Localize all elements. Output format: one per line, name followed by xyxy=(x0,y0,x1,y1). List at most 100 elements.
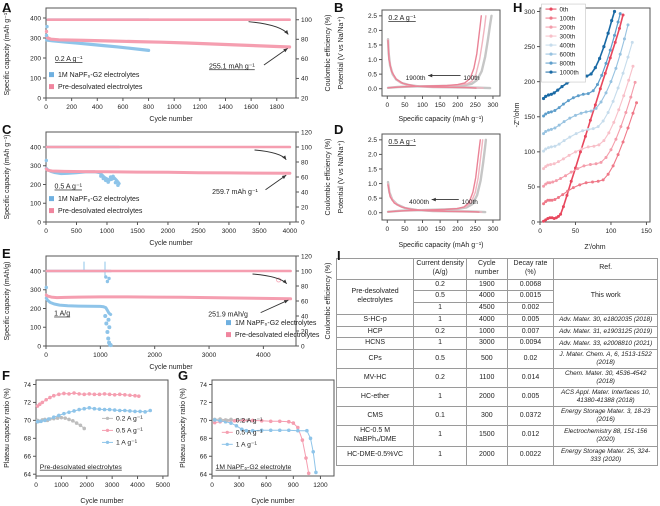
annotation-text: 1M NaPF₆-G2 electrolyte xyxy=(216,464,292,471)
x-tick-label: 100 xyxy=(417,102,428,109)
series-marker-NaPF6-G2-CE-dips xyxy=(107,276,111,281)
x-tick-label: 150 xyxy=(435,102,446,109)
series-marker-0.5Ag xyxy=(92,392,97,397)
legend-marker xyxy=(105,428,110,432)
comparison-table: Current density (A/g) Cycle number Decay r… xyxy=(335,258,658,466)
series-marker-0th xyxy=(578,150,582,154)
table-cell: Energy Storage Mater. 3, 18-23 (2016) xyxy=(553,406,658,426)
x-tick-label: 0 xyxy=(210,482,214,489)
series-marker-1000th xyxy=(556,88,560,92)
series-marker-1000th xyxy=(541,96,546,101)
series-marker-0.2Ag xyxy=(82,426,87,431)
series-marker-0th xyxy=(603,71,607,75)
y-tick-label: 400 xyxy=(30,144,41,151)
plot-frame xyxy=(381,133,501,221)
y-tick-label: 2.0 xyxy=(368,152,377,159)
annotation-text: 1 A/g xyxy=(54,311,70,318)
series-marker-1000th xyxy=(598,56,602,61)
x-axis-label: Cycle number xyxy=(251,498,295,505)
table-row: MV-HC 0.2 1100 0.014 Chem. Mater. 30, 4536-4… xyxy=(335,368,658,388)
panel-label-g: G xyxy=(178,368,189,383)
series-marker-0.5Ag xyxy=(107,392,112,397)
series-marker-100th xyxy=(631,111,635,115)
annotation-text: 251.9 mAh/g xyxy=(208,311,248,318)
y2-tick-label: 60 xyxy=(301,174,309,181)
legend-marker xyxy=(549,16,553,20)
y-tick-label: 250 xyxy=(524,44,535,51)
y2-tick-label: 20 xyxy=(301,328,309,335)
series-pre-desolvated-capacity xyxy=(44,167,292,175)
table-cell: Adv. Mater. 30, e1802035 (2018) xyxy=(553,313,658,327)
series-marker-100th xyxy=(561,193,565,197)
series-marker-400th xyxy=(630,40,634,44)
table-cell: 300 xyxy=(466,406,508,426)
y-axis-label: Specific capacity (mAh/g) xyxy=(4,262,11,341)
legend-marker xyxy=(49,196,54,202)
series-marker-800th xyxy=(616,20,620,24)
series-marker-800th xyxy=(595,82,599,86)
legend-label: 100th xyxy=(560,15,576,22)
series-marker-400th xyxy=(549,145,553,149)
y-tick-label: 1.0 xyxy=(368,57,377,64)
series-marker-0th xyxy=(542,219,546,223)
x-tick-label: 3000 xyxy=(105,482,120,489)
annotation-text: 1900th xyxy=(406,75,426,82)
legend-box xyxy=(541,3,586,83)
panel-a-cycling-0p2: 0 200 400 600 800 1000 1200 1400 1600 1800 Cycle n… xyxy=(0,0,334,129)
table-cell: 1900 xyxy=(466,278,508,292)
series-marker-100th xyxy=(553,198,557,202)
series-marker-600th xyxy=(557,123,561,127)
x-tick-label: 150 xyxy=(641,228,652,235)
legend-marker xyxy=(226,332,231,338)
series-marker-1000th xyxy=(546,93,551,97)
series-marker-200th xyxy=(544,182,548,186)
series-marker-NaPF6-G2-CE-dips xyxy=(104,275,108,279)
series-marker-300th xyxy=(627,78,631,82)
annotation-text: Pre-desolvated electrolytes xyxy=(40,464,123,471)
legend-marker xyxy=(549,70,553,74)
series-marker-800th xyxy=(553,108,557,112)
legend-label: 0.5 A g⁻¹ xyxy=(116,428,143,435)
x-axis-label: Specific capacity (mAh g⁻¹) xyxy=(399,242,484,249)
series-marker-NaPF6-G2-noise xyxy=(101,176,106,181)
annotation-text: 100th xyxy=(462,199,479,206)
series-marker-0th xyxy=(554,216,558,220)
x-tick-label: 800 xyxy=(143,104,154,111)
series-marker-600th xyxy=(626,23,630,27)
y-axis-label: Specific capacity (mAh g⁻¹) xyxy=(4,135,11,220)
series-marker-0th xyxy=(544,218,548,222)
table-cell: Energy Storage Mater. 25, 324-333 (2020) xyxy=(553,445,658,466)
y-tick-label: 400 xyxy=(30,268,41,275)
x-tick-label: 4000 xyxy=(283,228,298,235)
series-marker-800th xyxy=(608,48,612,52)
series-marker-0.5Ag xyxy=(123,393,127,397)
series-marker-200th xyxy=(569,170,573,174)
series-marker-200th xyxy=(564,174,568,178)
y2-tick-label: 100 xyxy=(301,268,312,275)
series-marker-200th xyxy=(582,164,586,168)
y2-tick-label: 60 xyxy=(301,298,309,305)
y-tick-label: 400 xyxy=(30,15,41,22)
series-marker-0.2Ag xyxy=(67,417,71,422)
annotation-curved-arrow xyxy=(248,21,289,35)
panel-label-i: I xyxy=(337,248,341,263)
series-marker-600th xyxy=(547,128,551,132)
series-marker-0th xyxy=(613,40,617,44)
series-marker-400th xyxy=(553,144,557,148)
series-marker-0.5Ag xyxy=(57,392,61,397)
annotation-arrow xyxy=(263,48,288,66)
series-marker-300th xyxy=(602,139,606,143)
table-cell: 0.02 xyxy=(506,349,555,369)
series-marker-1Ag xyxy=(259,428,264,433)
table-cell: 1 xyxy=(413,313,467,327)
series-marker-1000th xyxy=(549,92,553,96)
series-marker-NaPF6-G2-CE-dips xyxy=(44,285,48,290)
y-tick-label: 70 xyxy=(24,418,32,425)
table-cell: HC-ether xyxy=(335,387,415,407)
table-cell: 0.0015 xyxy=(506,290,555,303)
table-cell: 0.0094 xyxy=(506,337,555,350)
series-marker-0.5Ag xyxy=(67,392,71,396)
series-marker-400th xyxy=(557,142,561,146)
series-marker-800th xyxy=(618,12,622,16)
